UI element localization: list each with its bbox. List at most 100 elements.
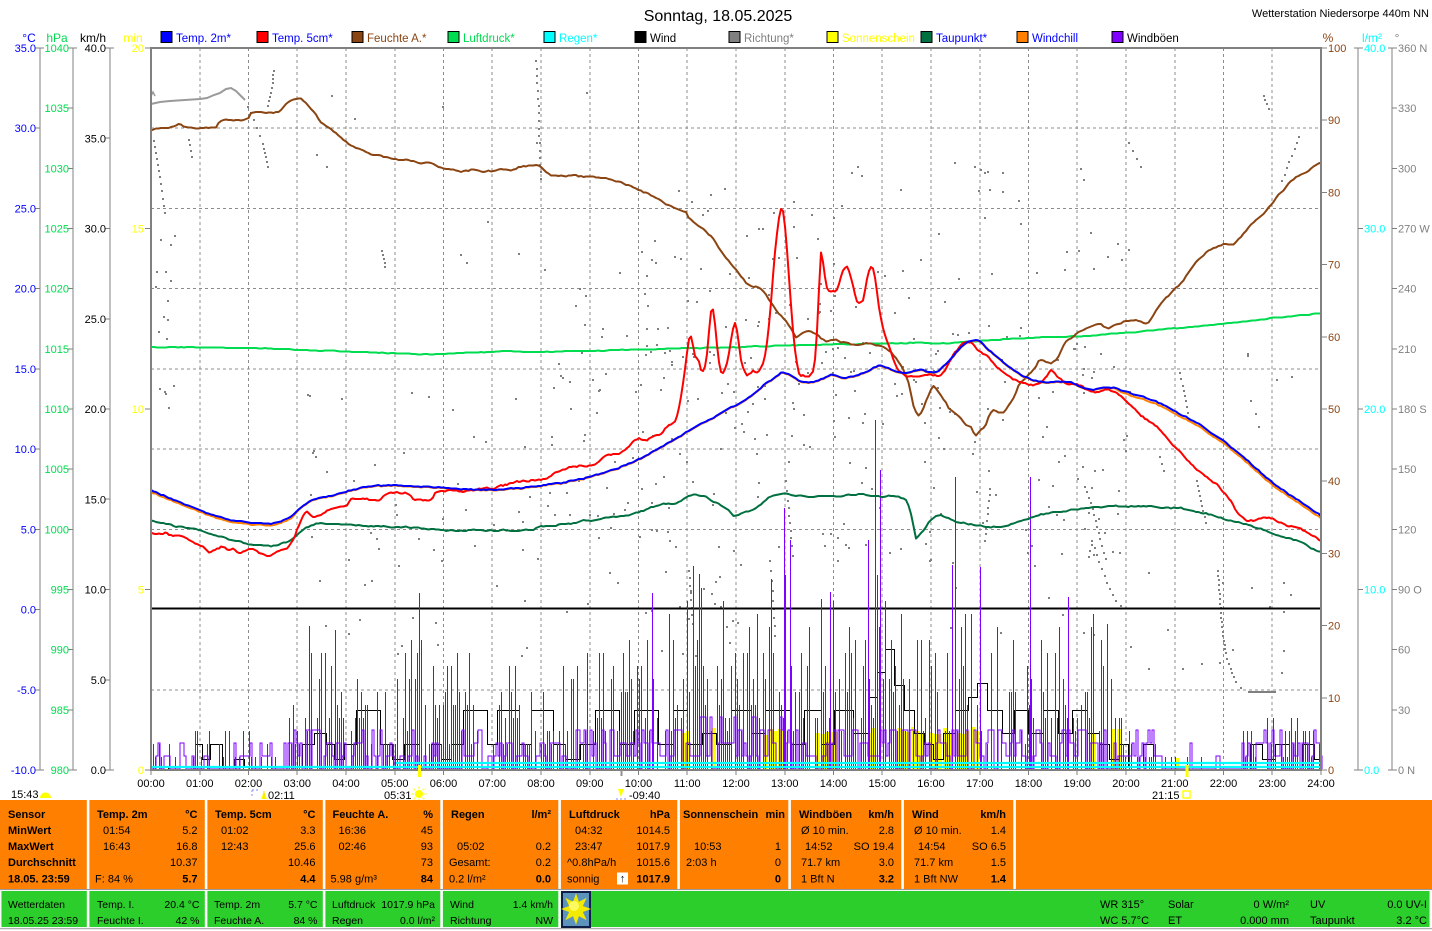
svg-text:Feuchte A.*: Feuchte A.* [367, 33, 427, 45]
svg-text:0.000 mm: 0.000 mm [1240, 915, 1289, 927]
svg-text:24:00: 24:00 [1307, 778, 1335, 790]
svg-text:-10.0: -10.0 [11, 765, 36, 777]
svg-text:Ø 10 min.: Ø 10 min. [801, 825, 849, 837]
svg-text:-5.0: -5.0 [17, 685, 36, 697]
svg-text:5.7 °C: 5.7 °C [288, 899, 318, 911]
svg-text:01:54: 01:54 [103, 825, 131, 837]
svg-text:10:00: 10:00 [625, 778, 653, 790]
svg-text:16:43: 16:43 [103, 841, 131, 853]
svg-text:Feuchte A.: Feuchte A. [214, 915, 264, 927]
svg-text:10:53: 10:53 [694, 841, 722, 853]
svg-text:00:00: 00:00 [137, 778, 165, 790]
svg-text:1.4: 1.4 [991, 874, 1007, 886]
svg-text:10: 10 [132, 404, 144, 416]
svg-text:360 N: 360 N [1398, 43, 1427, 55]
svg-text:1 Bft NW: 1 Bft NW [914, 874, 959, 886]
svg-text:Regen: Regen [332, 915, 363, 927]
svg-text:3.2: 3.2 [879, 874, 894, 886]
svg-text:1025: 1025 [45, 224, 69, 236]
svg-text:84: 84 [421, 874, 434, 886]
svg-text:80: 80 [1328, 187, 1340, 199]
svg-text:MinWert: MinWert [8, 825, 52, 837]
svg-text:Taupunkt: Taupunkt [1310, 915, 1355, 927]
svg-text:30: 30 [1398, 705, 1410, 717]
svg-text:%: % [1323, 31, 1334, 45]
svg-text:3.2 °C: 3.2 °C [1396, 915, 1427, 927]
svg-text:F: 84 %: F: 84 % [95, 874, 133, 886]
svg-text:995: 995 [51, 585, 69, 597]
svg-text:07:00: 07:00 [478, 778, 506, 790]
svg-text:05:31: 05:31 [384, 790, 412, 802]
svg-text:5.98 g/m³: 5.98 g/m³ [331, 874, 378, 886]
svg-text:05:00: 05:00 [381, 778, 409, 790]
svg-text:1015: 1015 [45, 344, 69, 356]
svg-text:25.6: 25.6 [294, 841, 315, 853]
svg-text:°C: °C [22, 31, 36, 45]
svg-text:Luftdruck: Luftdruck [569, 809, 621, 821]
svg-text:Wind: Wind [650, 33, 676, 45]
svg-text:14:54: 14:54 [918, 841, 946, 853]
svg-text:12:43: 12:43 [221, 841, 249, 853]
svg-text:Feuchte I.: Feuchte I. [97, 915, 144, 927]
svg-text:20.4 °C: 20.4 °C [164, 899, 200, 911]
svg-text:min: min [765, 809, 785, 821]
svg-text:23:00: 23:00 [1258, 778, 1286, 790]
svg-text:Richtung: Richtung [450, 915, 492, 927]
svg-text:12:00: 12:00 [722, 778, 750, 790]
svg-text:10.0: 10.0 [85, 585, 106, 597]
svg-text:09:00: 09:00 [576, 778, 604, 790]
svg-text:18.05. 23:59: 18.05. 23:59 [8, 874, 70, 886]
svg-text:40: 40 [1328, 476, 1340, 488]
svg-text:NW: NW [536, 915, 554, 927]
svg-text:30.0: 30.0 [1364, 224, 1385, 236]
svg-text:20: 20 [1328, 621, 1340, 633]
svg-text:Temp. 5cm*: Temp. 5cm* [272, 33, 333, 45]
svg-text:05:02: 05:02 [457, 841, 485, 853]
svg-text:30.0: 30.0 [15, 123, 36, 135]
svg-text:01:02: 01:02 [221, 825, 249, 837]
svg-text:100: 100 [1328, 43, 1346, 55]
svg-text:0: 0 [775, 857, 781, 869]
svg-text:16:36: 16:36 [339, 825, 367, 837]
svg-text:40.0: 40.0 [85, 43, 106, 55]
svg-text:40.0: 40.0 [1364, 43, 1385, 55]
svg-text:20:00: 20:00 [1112, 778, 1140, 790]
svg-text:240: 240 [1398, 284, 1416, 296]
svg-text:23:47: 23:47 [575, 841, 603, 853]
svg-text:14:52: 14:52 [805, 841, 833, 853]
svg-text:16.8: 16.8 [176, 841, 197, 853]
svg-text:l/m²: l/m² [531, 809, 551, 821]
svg-text:Windböen: Windböen [799, 809, 852, 821]
svg-text:0.2 l/m²: 0.2 l/m² [449, 874, 486, 886]
svg-text:hPa: hPa [650, 809, 671, 821]
svg-text:03:00: 03:00 [283, 778, 311, 790]
svg-text:Wetterdaten: Wetterdaten [8, 899, 65, 911]
svg-text:3.0: 3.0 [879, 857, 894, 869]
svg-text:MaxWert: MaxWert [8, 841, 54, 853]
svg-text:Wind: Wind [912, 809, 939, 821]
svg-text:50: 50 [1328, 404, 1340, 416]
svg-text:Temp. 2m: Temp. 2m [214, 899, 260, 911]
svg-text:14:00: 14:00 [820, 778, 848, 790]
svg-text:18.05.25 23:59: 18.05.25 23:59 [8, 915, 78, 927]
svg-text:90 O: 90 O [1398, 585, 1422, 597]
svg-text:10.0: 10.0 [1364, 585, 1385, 597]
svg-text:km/h: km/h [980, 809, 1006, 821]
svg-text:0.0: 0.0 [21, 605, 36, 617]
svg-text:1030: 1030 [45, 163, 69, 175]
svg-text:15: 15 [132, 224, 144, 236]
svg-text:1000: 1000 [45, 524, 69, 536]
svg-text:30.0: 30.0 [85, 224, 106, 236]
svg-text:08:00: 08:00 [527, 778, 555, 790]
svg-text:150: 150 [1398, 464, 1416, 476]
svg-text:990: 990 [51, 645, 69, 657]
svg-text:1010: 1010 [45, 404, 69, 416]
svg-text:3.3: 3.3 [300, 825, 315, 837]
svg-text:hPa: hPa [46, 31, 68, 45]
svg-text:5.2: 5.2 [182, 825, 197, 837]
svg-text:30: 30 [1328, 548, 1340, 560]
svg-text:SO 6.5: SO 6.5 [972, 841, 1006, 853]
svg-text:60: 60 [1328, 332, 1340, 344]
svg-text:Sensor: Sensor [8, 809, 46, 821]
svg-text:WR 315°: WR 315° [1100, 899, 1144, 911]
